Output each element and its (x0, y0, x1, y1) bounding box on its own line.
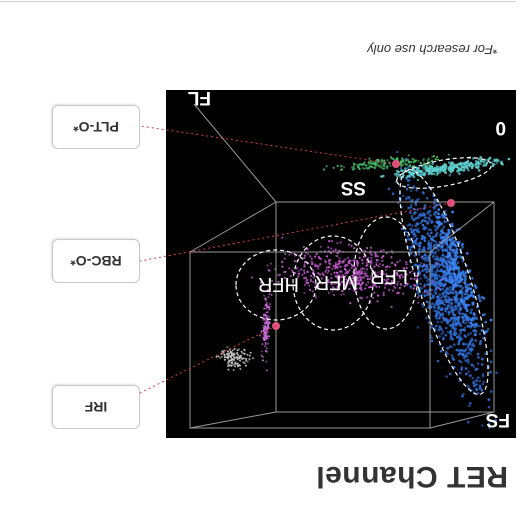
plt-gate-ellipse (396, 157, 492, 189)
fl-axis-label: FL (187, 90, 211, 108)
plt-cloud (380, 155, 511, 182)
region-labels: LFR MFR HFR (258, 265, 408, 295)
cube-edge-top-right (189, 411, 277, 429)
lfr-label: LFR (370, 265, 408, 287)
irf-label: IRF (52, 385, 140, 429)
scattergram-panel: LFR MFR HFR FS SS FL 0 (166, 90, 516, 438)
fl-axis-line (193, 103, 277, 203)
plt-o-label: PLT-O* (52, 105, 140, 149)
axis-labels: FS SS FL 0 (187, 90, 510, 430)
gate-ellipses (235, 157, 492, 396)
plt-o-marker-dot (392, 160, 400, 168)
irf-label-text: IRF (84, 399, 108, 415)
3d-scattergram: LFR MFR HFR FS SS FL 0 (187, 90, 511, 430)
ss-axis-label: SS (341, 177, 366, 198)
rbc-cloud (387, 150, 498, 429)
cube-edge-top-left (429, 411, 495, 429)
rbc-gate-ellipse (399, 168, 489, 396)
page-title: RET Channel (315, 460, 508, 493)
mfr-gate-ellipse (292, 235, 374, 331)
irf-marker-dot (272, 322, 280, 330)
divider-line (0, 1, 516, 2)
cube-edge-bottom-right (189, 201, 277, 253)
mfr-label: MFR (315, 271, 358, 293)
rbc-o-label-text: RBC-O* (70, 253, 122, 269)
origin-label: 0 (495, 117, 506, 138)
rbc-o-label: RBC-O* (52, 239, 140, 283)
hfr-label: HFR (258, 273, 299, 295)
fs-axis-label: FS (486, 409, 510, 430)
outlier-cloud (215, 346, 254, 371)
research-use-footnote: *For research use only (367, 42, 498, 57)
rbc-o-marker-dot (447, 199, 455, 207)
plt-o-label-text: PLT-O* (73, 119, 119, 135)
